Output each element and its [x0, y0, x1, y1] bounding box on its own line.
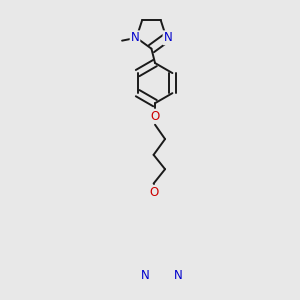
Text: O: O: [149, 186, 158, 199]
Text: N: N: [130, 31, 140, 44]
Text: N: N: [173, 269, 182, 282]
Text: O: O: [150, 110, 160, 123]
Text: N: N: [164, 31, 172, 44]
Text: N: N: [141, 269, 149, 282]
